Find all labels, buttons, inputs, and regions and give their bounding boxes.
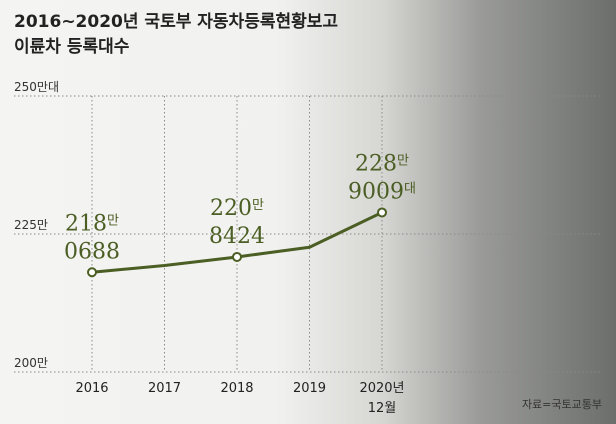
source-note: 자료=국토교통부: [521, 398, 602, 411]
x-tick-label: 2020년: [359, 381, 404, 396]
x-tick-label: 2016: [75, 381, 108, 396]
x-tick-label: 2019: [293, 381, 326, 396]
data-point: [232, 251, 242, 262]
title-line-1: 2016~2020년 국토부 자동차등록현황보고: [14, 12, 339, 32]
title-line-2: 이륜차 등록대수: [14, 37, 130, 57]
data-point: [377, 207, 387, 218]
data-label-line2: 8424: [209, 224, 265, 249]
data-point: [87, 267, 97, 278]
x-tick-label: 2018: [220, 381, 253, 396]
x-tick-sublabel: 12월: [368, 401, 397, 416]
data-label-line2: 9009대: [348, 179, 416, 204]
chart-title: 2016~2020년 국토부 자동차등록현황보고 이륜차 등록대수: [14, 10, 338, 60]
data-label-line1: 218만: [65, 211, 119, 236]
data-label-line2: 0688: [64, 239, 120, 264]
data-label-line1: 220만: [210, 196, 264, 221]
y-tick-label: 225만: [14, 218, 48, 232]
y-tick-label: 200만: [14, 356, 48, 370]
y-tick-label: 250만대: [14, 80, 59, 94]
data-label-line1: 228만: [355, 151, 409, 176]
x-tick-label: 2017: [148, 381, 181, 396]
